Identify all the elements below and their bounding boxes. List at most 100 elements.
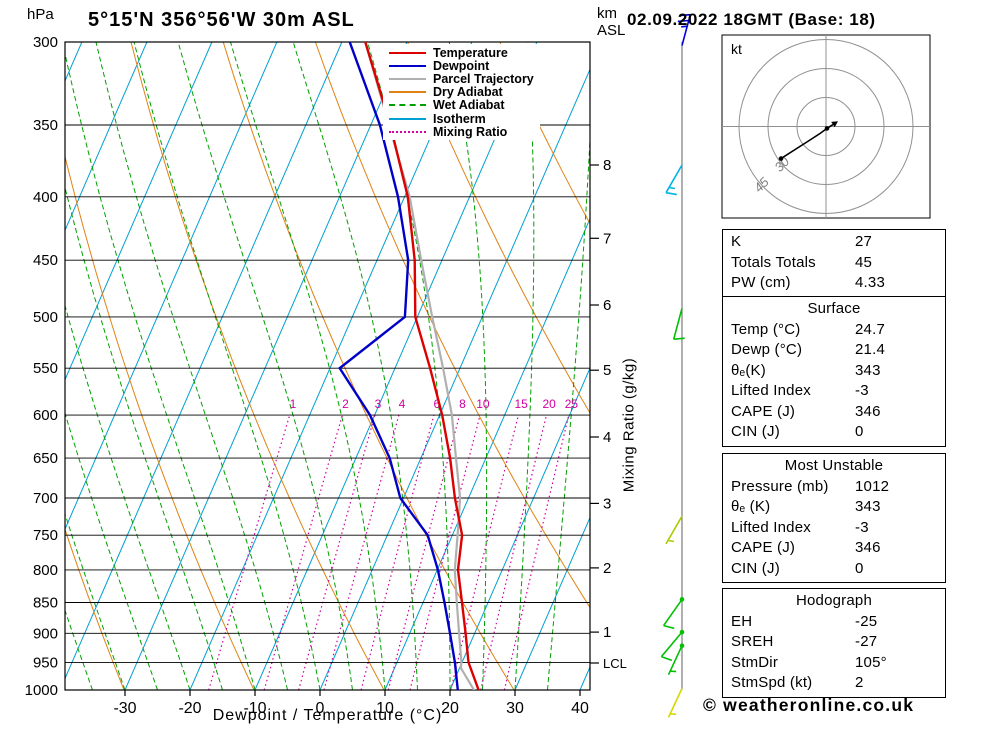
- stats-label: K: [731, 233, 742, 250]
- legend-line-sample: [389, 51, 426, 54]
- hodograph-trace-point: [778, 156, 784, 161]
- mixing-ratio-line: [409, 414, 481, 690]
- hodograph-trace: [780, 123, 834, 160]
- legend-item-wet-adiabat: Wet Adiabat: [389, 98, 534, 113]
- isotherm-line: [189, 42, 473, 690]
- stats-box-title: Hodograph: [795, 592, 873, 609]
- stats-label: PW (cm): [731, 274, 791, 291]
- mixing-ratio-value-label: 15: [514, 397, 528, 411]
- hodograph-ring: [767, 68, 885, 185]
- stats-row: Pressure (mb) 1012: [731, 477, 937, 498]
- stats-row: EH -25: [731, 612, 937, 633]
- wind-barb-full-tick: [677, 19, 689, 23]
- stats-label: CAPE (J): [731, 402, 796, 420]
- mixing-ratio-line: [450, 414, 519, 690]
- mixing-ratio-value-label: 8: [459, 397, 466, 411]
- temp-tick-label: -20: [178, 700, 201, 717]
- km-tick-label: 2: [603, 560, 611, 577]
- copyright-text: © weatheronline.co.uk: [703, 695, 915, 715]
- isotherm-line: [449, 366, 590, 690]
- stats-row: Totals Totals 45: [731, 253, 937, 274]
- stats-value: -3: [855, 382, 869, 399]
- legend-item-parcel-trajectory: Parcel Trajectory: [389, 71, 534, 86]
- stats-row: PW (cm) 4.33: [731, 273, 937, 294]
- isotherm-line: [0, 42, 17, 690]
- wind-barb: [667, 688, 683, 718]
- isotherm-line: [254, 42, 538, 690]
- stats-row: StmSpd (kt) 2: [731, 673, 937, 694]
- dry-adiabat-line: [407, 42, 590, 415]
- wind-barb: [672, 308, 683, 340]
- wind-barb-full-tick: [673, 337, 685, 340]
- legend-item-label: Parcel Trajectory: [433, 71, 534, 86]
- km-tick-label: 3: [603, 495, 611, 512]
- wind-barb-full-tick: [663, 624, 675, 630]
- wind-barb-station-dot: [679, 629, 685, 635]
- wind-barb-half-tick: [670, 713, 677, 716]
- pressure-tick-label: 800: [33, 562, 58, 579]
- hodograph-unit-label: kt: [731, 41, 742, 57]
- mixing-ratio-line: [480, 414, 548, 690]
- stats-value: -25: [855, 612, 878, 630]
- stats-box-title: Most Unstable: [784, 457, 884, 474]
- stats-row: SREH -27: [731, 632, 937, 653]
- pressure-unit-label: hPa: [27, 6, 54, 23]
- legend-line-sample: [389, 64, 426, 67]
- wind-barb-column: [660, 13, 692, 718]
- stats-label: EH: [731, 612, 753, 630]
- stats-value: 105°: [855, 653, 887, 671]
- wind-barb-station-dot: [679, 597, 685, 602]
- stats-row: Dewp (°C) 21.4: [731, 340, 937, 361]
- legend-item-dewpoint: Dewpoint: [389, 59, 534, 73]
- km-tick-label: 5: [603, 362, 611, 379]
- legend-item-isotherm: Isotherm: [389, 112, 534, 126]
- wet-adiabat-line: [65, 411, 158, 690]
- stats-row: CIN (J) 0: [731, 559, 937, 580]
- temp-tick-label: 20: [441, 700, 459, 717]
- stats-label: Temp (°C): [731, 320, 801, 338]
- hodograph-trace-point: [824, 126, 830, 131]
- stats-label: StmSpd (kt): [731, 674, 813, 691]
- legend-item-label: Wet Adiabat: [433, 98, 505, 113]
- hodograph-ring: [796, 97, 856, 156]
- wind-barb: [665, 515, 683, 545]
- km-tick-label: 1: [603, 624, 611, 641]
- stats-value: 343: [855, 361, 881, 379]
- pressure-tick-label: 550: [33, 360, 58, 377]
- pressure-tick-label: 350: [33, 117, 58, 134]
- legend-line-sample: [389, 77, 426, 80]
- legend-item-temperature: Temperature: [389, 46, 534, 60]
- pressure-tick-label: 950: [33, 654, 58, 671]
- stats-label: θₑ(K): [731, 361, 766, 379]
- dry-adiabat-line: [130, 42, 385, 690]
- stats-row: K 27: [731, 232, 937, 253]
- pressure-tick-label: 750: [33, 527, 58, 544]
- mixing-ratio-value-label: 10: [476, 397, 490, 411]
- wet-adiabat-line: [177, 42, 353, 690]
- stats-box-title: Surface: [807, 300, 861, 317]
- stats-value: 343: [855, 498, 881, 515]
- wind-barb-half-tick: [670, 670, 677, 673]
- wind-barb-half-tick: [667, 539, 675, 543]
- mixing-ratio-line: [360, 414, 435, 690]
- altitude-unit-asl: ASL: [597, 22, 626, 39]
- temp-tick-label: 0: [316, 700, 325, 717]
- wind-barb: [660, 631, 683, 658]
- sounding-profiles: [338, 42, 480, 690]
- legend-line-sample: [389, 104, 426, 107]
- stats-label: SREH: [731, 633, 774, 650]
- stats-row: CIN (J) 0: [731, 422, 937, 443]
- wet-adiabat-line: [448, 42, 488, 690]
- stats-row: θₑ(K) 343: [731, 361, 937, 382]
- pressure-tick-label: 450: [33, 252, 58, 269]
- wind-barb-full-tick: [665, 191, 677, 196]
- x-axis-label: Dewpoint / Temperature (°C): [212, 707, 443, 724]
- chart-datetime: 02.09.2022 18GMT (Base: 18): [627, 10, 876, 29]
- wet-adiabat-line: [65, 51, 256, 690]
- stats-value: 346: [855, 402, 881, 420]
- stats-value: 21.4: [855, 341, 885, 358]
- legend-line-sample: [389, 91, 426, 94]
- isotherm-line: [65, 42, 213, 381]
